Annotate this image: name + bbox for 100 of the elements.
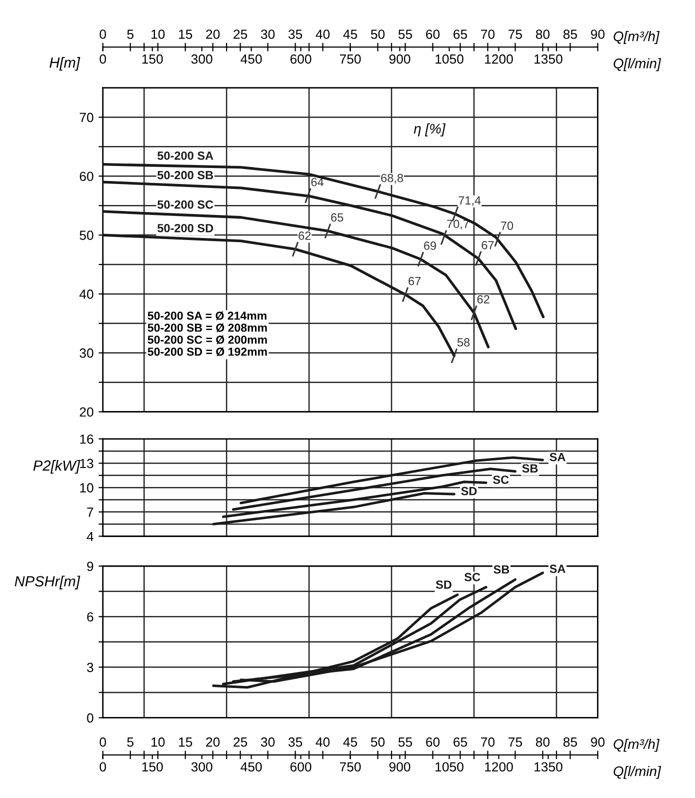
annotation: 70 [501,222,514,230]
annotation: 50-200 SA = Ø 214mm 50-200 SB = Ø 208mm 50-200 SC = Ø 200mm 50-200 SD = Ø 192mm [148,311,267,356]
x-tick-label: 45 [343,30,358,39]
x2-tick-label: 1200 [485,762,513,772]
x-tick-label: 45 [343,738,358,747]
y-tick-label: 4 [86,532,94,542]
y-tick-label: 10 [80,483,94,492]
x-tick-label: 35 [288,30,302,39]
x-tick-label: 20 [206,737,220,747]
x-tick-label: 90 [590,30,605,39]
annotation: 64 [311,178,324,186]
x2-axis-title: Q[l/min] [614,58,662,72]
x-tick-label: 80 [536,30,550,39]
x-tick-label: 5 [127,30,134,39]
y-axis-title: P2[kW] [33,460,80,474]
x-tick-label: 80 [536,737,550,747]
series-label: 50-200 SA [157,152,214,160]
x2-tick-label: 300 [191,762,212,772]
x2-tick-label: 1350 [534,762,562,772]
annotation: 58 [457,338,470,347]
annotation: η [%] [414,123,446,136]
annotation: 68,8 [381,174,404,184]
x2-tick-label: 600 [290,54,312,64]
y-tick-label: 60 [80,172,94,182]
y-tick-label: 9 [87,562,94,572]
x-tick-label: 70 [481,737,495,747]
series-label: SB [494,565,510,574]
x-tick-label: 70 [481,30,495,39]
x2-tick-label: 0 [100,54,106,64]
x2-tick-label: 750 [340,54,361,64]
x2-tick-label: 1200 [485,54,513,64]
x2-tick-label: 300 [191,54,212,64]
x-tick-label: 60 [426,30,440,39]
y-tick-label: 3 [87,662,94,672]
x-tick-label: 65 [454,737,468,747]
x2-tick-label: 600 [290,762,312,772]
x-tick-label: 50 [370,30,385,39]
y-tick-label: 6 [87,612,94,622]
annotation: 65 [331,213,344,222]
x2-tick-label: 1050 [436,762,464,772]
x-tick-label: 90 [590,737,605,747]
x-tick-label: 25 [234,737,248,747]
series-label: 50-200 SB [157,170,214,180]
annotation: 67 [482,240,494,250]
x-tick-label: 0 [100,30,106,39]
x-tick-label: 25 [234,30,248,39]
series-label: SA [550,564,566,573]
x-tick-label: 10 [152,30,165,39]
y-tick-label: 50 [80,230,94,240]
x-tick-label: 75 [508,30,522,39]
x-tick-label: 55 [398,738,412,747]
y-tick-label: 40 [79,290,94,299]
x-tick-label: 40 [316,737,330,747]
x-tick-label: 0 [100,737,106,747]
y-tick-label: 16 [80,434,94,444]
annotation: 67 [408,276,421,286]
series-label: 50-200 SC [157,200,214,209]
x-tick-label: 10 [152,737,165,747]
series-label: SA [550,452,566,462]
x2-tick-label: 0 [100,762,106,772]
x2-tick-label: 450 [240,54,262,64]
y-axis-title: H[m] [50,57,80,71]
x-tick-label: 85 [563,30,577,39]
y-tick-label: 7 [87,508,94,517]
series-label: SC [464,572,480,582]
x-tick-label: 5 [127,738,134,747]
x-tick-label: 35 [288,737,302,747]
x2-tick-label: 1350 [534,54,562,64]
annotation: 71,4 [458,196,481,206]
x2-tick-label: 150 [142,762,163,772]
x-tick-label: 75 [508,738,522,747]
x-tick-label: 60 [426,737,440,747]
x-tick-label: 20 [206,30,220,39]
x-tick-label: 30 [260,737,275,747]
x-tick-label: 30 [260,30,275,39]
x2-axis-title: Q[l/min] [614,766,662,779]
y-tick-label: 20 [80,407,94,417]
series-label: 50-200 SD [157,224,214,232]
series-label: SD [461,486,477,496]
x2-tick-label: 1050 [436,54,464,64]
y-tick-label: 70 [80,112,94,122]
x-tick-label: 85 [563,737,577,747]
series-label: SB [522,464,538,473]
x-axis-title: Q[m³/h] [614,738,660,752]
x-tick-label: 15 [179,738,192,747]
y-tick-label: 13 [80,458,94,468]
x-axis-title: Q[m³/h] [614,31,660,44]
y-tick-label: 30 [80,348,94,358]
x2-tick-label: 750 [340,762,361,772]
x2-tick-label: 150 [142,54,163,64]
y-tick-label: 0 [87,713,94,723]
series-label: SD [436,580,452,589]
annotation: 62 [298,232,311,240]
y-axis-title: NPSHr[m] [14,576,80,590]
x2-tick-label: 900 [389,54,410,64]
series-label: SC [493,476,509,484]
x-tick-label: 55 [398,30,412,39]
annotation: 62 [477,295,490,304]
annotation: 69 [424,242,436,250]
x2-tick-label: 450 [240,762,262,772]
